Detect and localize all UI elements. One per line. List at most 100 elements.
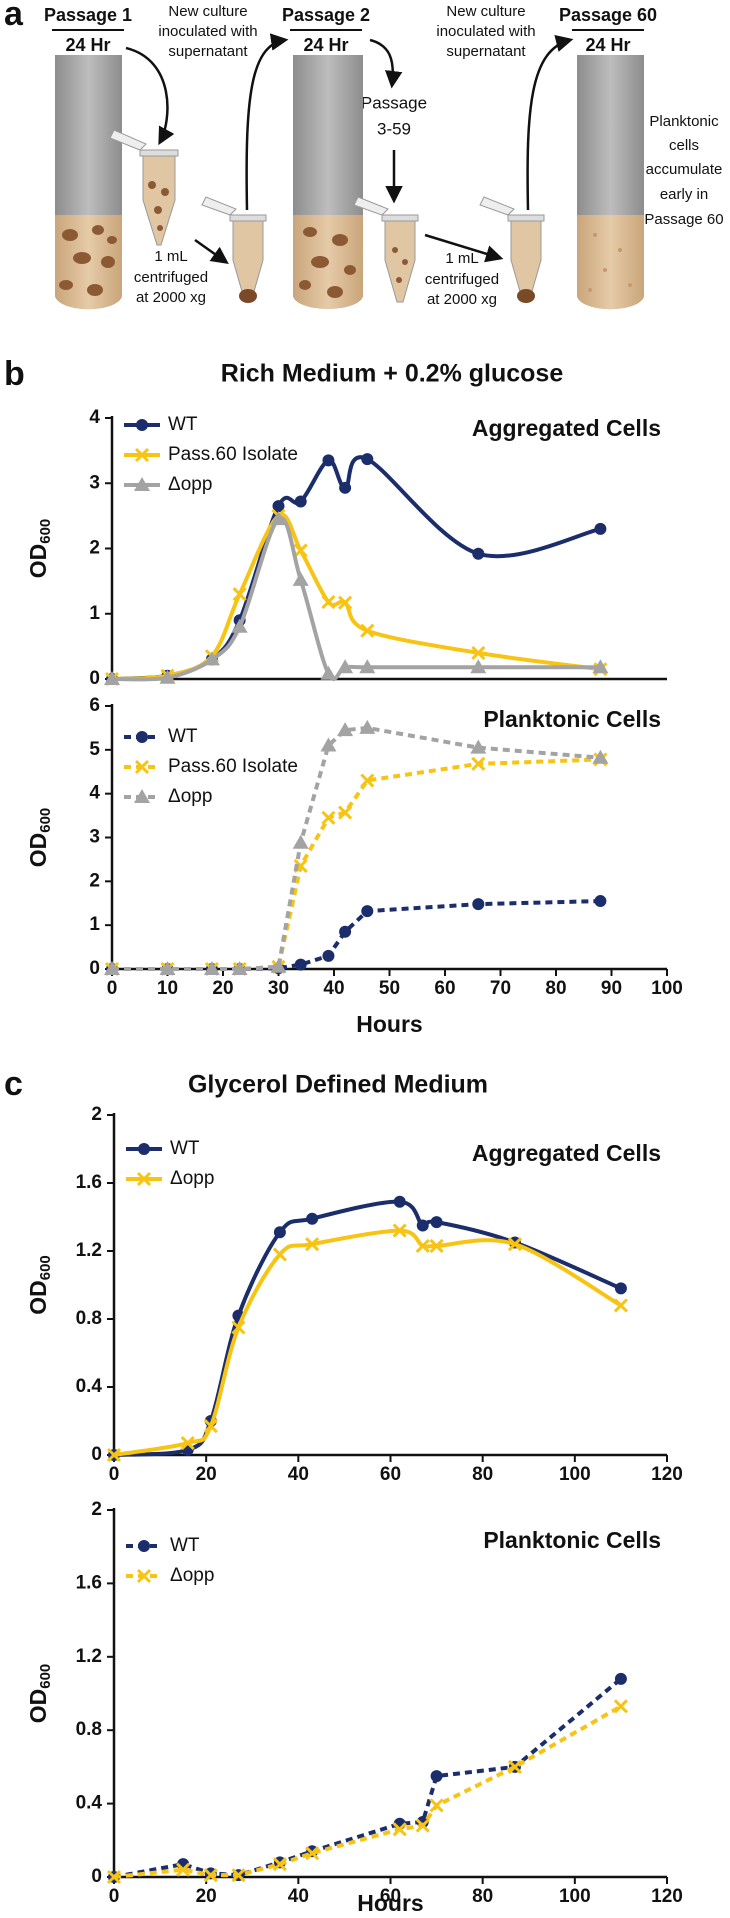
point: [594, 522, 607, 535]
series-line: [113, 1228, 622, 1457]
x-tick-label: 60: [380, 1886, 401, 1907]
culture-tube: [293, 55, 363, 309]
point: [138, 1540, 150, 1552]
point-stroke: [429, 1238, 444, 1253]
x-tick-label: 70: [490, 978, 511, 999]
point: [136, 731, 148, 743]
point-stroke: [136, 1568, 152, 1584]
point-stroke: [176, 1862, 191, 1877]
point: [416, 1219, 429, 1232]
point: [337, 659, 354, 674]
note: 1 mL: [154, 248, 187, 265]
point: [507, 1237, 522, 1252]
point: [429, 1798, 444, 1813]
point: [339, 925, 352, 938]
x-tick-label: 0: [109, 1464, 120, 1485]
point-stroke: [321, 810, 336, 825]
legend-label: Δopp: [168, 786, 212, 807]
point-stroke: [106, 1447, 122, 1463]
passage-label: Passage 2: [282, 5, 370, 25]
y-tick-label: 0.8: [76, 1308, 102, 1329]
point: [159, 669, 176, 684]
point: [337, 722, 354, 737]
point: [134, 789, 150, 803]
point-stroke: [305, 1846, 320, 1861]
legend-label: WT: [168, 726, 198, 747]
y-tick-label: 2: [91, 1499, 102, 1520]
microtube: [201, 196, 267, 303]
y-tick-label: 1.2: [76, 1240, 102, 1261]
series-line: [112, 899, 601, 971]
note: 1 mL: [445, 250, 478, 267]
point: [320, 737, 337, 752]
point: [305, 1237, 320, 1252]
note: supernatant: [446, 43, 526, 60]
point-stroke: [360, 773, 375, 788]
legend-label: WT: [168, 414, 198, 435]
note: accumulate: [646, 161, 723, 178]
point: [203, 1868, 218, 1883]
annotation: Planktonic Cells: [483, 706, 661, 732]
point-stroke: [471, 645, 486, 660]
series-line: [113, 1199, 622, 1457]
point: [320, 665, 337, 680]
point: [306, 1212, 319, 1225]
point-stroke: [203, 1868, 218, 1883]
point: [270, 958, 287, 973]
annotation: Planktonic Cells: [483, 1527, 661, 1553]
note: supernatant: [168, 43, 248, 60]
legend-label: WT: [170, 1535, 200, 1556]
legend-label: Pass.60 Isolate: [168, 756, 298, 777]
note: Passage: [361, 93, 427, 112]
point: [106, 1447, 122, 1463]
y-axis-label-sub: 600: [37, 808, 54, 833]
legend-label: WT: [170, 1138, 200, 1159]
y-axis-label: OD600: [25, 519, 54, 579]
point: [507, 1759, 522, 1774]
point-stroke: [272, 1857, 287, 1872]
note: centrifuged: [134, 269, 208, 286]
x-tick-label: 60: [434, 978, 455, 999]
y-tick-label: 0: [89, 958, 100, 979]
y-axis-label-main: OD: [25, 833, 51, 868]
x-tick-label: 80: [472, 1886, 493, 1907]
point-stroke: [392, 1822, 407, 1837]
point: [338, 805, 353, 820]
panel-title: Glycerol Defined Medium: [188, 1071, 488, 1099]
x-tick-label: 90: [601, 978, 622, 999]
series-line: [113, 1677, 623, 1879]
time-label: 24 Hr: [65, 35, 110, 55]
note: New culture: [446, 3, 525, 20]
note: Planktonic: [649, 113, 719, 130]
y-tick-label: 1.6: [76, 1572, 102, 1593]
point: [294, 495, 307, 508]
x-tick-label: 100: [651, 978, 683, 999]
point: [136, 1171, 152, 1187]
y-tick-label: 0: [91, 1866, 102, 1887]
point: [322, 454, 335, 467]
y-tick-label: 5: [89, 739, 100, 760]
point: [471, 645, 486, 660]
x-tick-label: 20: [196, 1886, 217, 1907]
point-stroke: [106, 1869, 122, 1885]
point-stroke: [415, 1818, 430, 1833]
point: [231, 618, 248, 633]
point: [203, 1419, 218, 1434]
point-stroke: [507, 1237, 522, 1252]
microtube: [109, 129, 179, 246]
point: [361, 453, 374, 466]
point: [470, 739, 487, 754]
point: [392, 1822, 407, 1837]
x-tick-label: 20: [212, 978, 233, 999]
point: [294, 958, 307, 971]
y-tick-label: 1: [89, 914, 100, 935]
point: [592, 659, 609, 674]
y-tick-label: 4: [89, 407, 100, 428]
x-axis-label: Hours: [356, 1011, 422, 1037]
y-axis-label: OD600: [25, 1255, 54, 1315]
point: [134, 759, 150, 775]
point-stroke: [231, 1320, 246, 1335]
y-tick-label: 0: [89, 668, 100, 689]
note: centrifuged: [425, 271, 499, 288]
point: [159, 961, 176, 975]
